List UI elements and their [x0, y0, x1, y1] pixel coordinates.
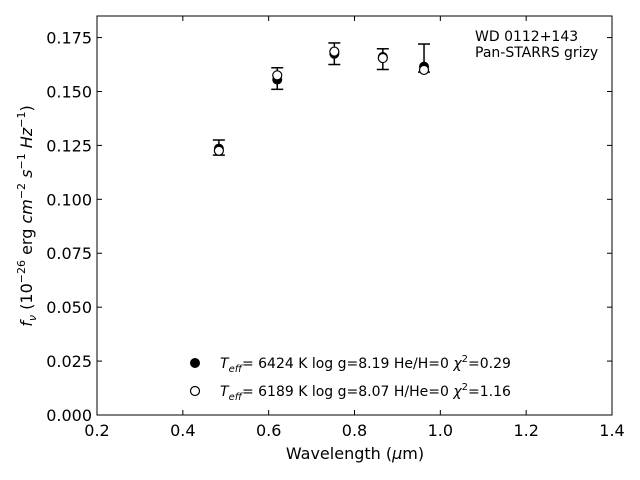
- x-tick-label: 0.2: [84, 421, 109, 440]
- x-tick-label: 1.2: [513, 421, 538, 440]
- legend: Teff= 6424 K log g=8.19 He/H=0 χ2=0.29 T…: [189, 354, 511, 403]
- y-tick-label: 0.000: [46, 406, 92, 425]
- error-bars: [212, 42, 431, 156]
- tick-marks: [96, 16, 613, 416]
- y-tick-label: 0.175: [46, 29, 92, 48]
- open-point: [272, 70, 283, 81]
- series-open-points: [213, 46, 430, 156]
- open-point: [329, 46, 340, 57]
- x-tick-labels: 0.2 0.4 0.6 0.8 1.0 1.2 1.4: [84, 421, 624, 440]
- y-tick-label: 0.025: [46, 352, 92, 371]
- legend-entry-1: Teff= 6424 K log g=8.19 He/H=0 χ2=0.29: [220, 354, 511, 375]
- x-tick-label: 0.4: [170, 421, 195, 440]
- x-tick-label: 0.6: [256, 421, 281, 440]
- x-axis-label: Wavelength (μm): [286, 444, 424, 463]
- open-point: [213, 145, 224, 156]
- y-tick-label: 0.100: [46, 190, 92, 209]
- object-name: WD 0112+143: [475, 29, 578, 45]
- legend-marker-filled: [190, 358, 200, 368]
- y-tick-label: 0.050: [46, 298, 92, 317]
- y-axis-label: fν (10−26 erg cm−2 s−1 Hz−1): [15, 105, 39, 326]
- y-tick-label: 0.150: [46, 82, 92, 101]
- x-tick-label: 0.8: [342, 421, 367, 440]
- series-filled-points: [213, 48, 430, 154]
- open-point: [377, 52, 388, 64]
- x-tick-label: 1.0: [428, 421, 453, 440]
- y-tick-labels: 0.000 0.025 0.050 0.075 0.100 0.125 0.150 0.175: [46, 29, 92, 425]
- survey-name: Pan-STARRS grizy: [475, 45, 598, 61]
- open-point: [418, 64, 430, 76]
- legend-entry-2: Teff= 6189 K log g=8.07 H/He=0 χ2=1.16: [220, 382, 511, 403]
- y-tick-label: 0.075: [46, 244, 92, 263]
- x-tick-label: 1.4: [599, 421, 624, 440]
- y-tick-label: 0.125: [46, 136, 92, 155]
- legend-marker-open: [189, 385, 201, 397]
